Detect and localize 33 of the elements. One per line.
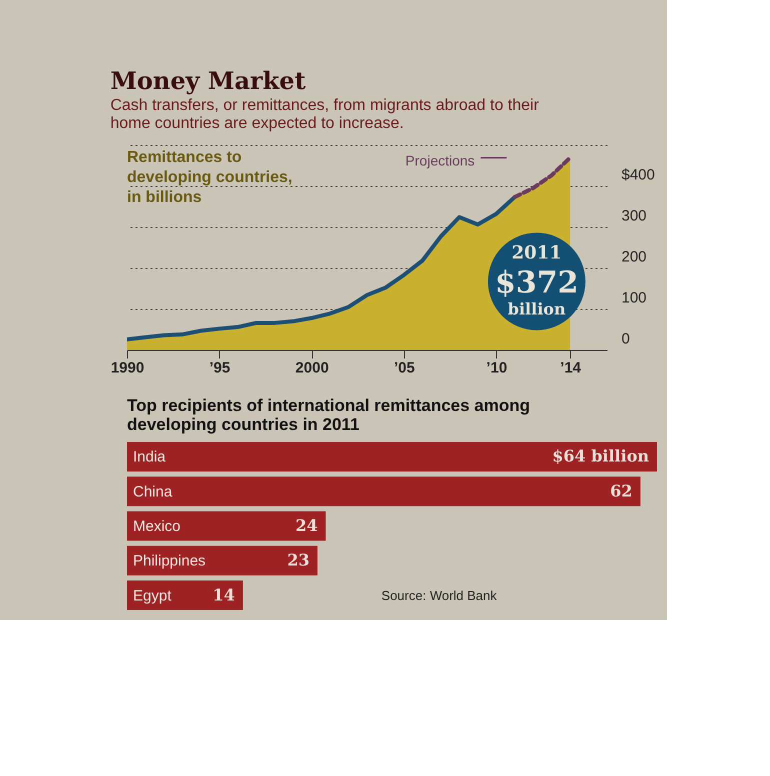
data-label: 62 [610, 481, 632, 500]
data-label: 14 [212, 585, 235, 604]
x-tick-label: ’95 [209, 360, 230, 376]
x-tick-label: ’05 [394, 360, 415, 376]
x-tick-label: ’14 [560, 360, 582, 376]
y-tick-label: 0 [622, 330, 630, 348]
y-tick-label: $400 [622, 166, 655, 184]
y-tick-label: 300 [622, 208, 647, 224]
bar [127, 442, 657, 472]
y-tick-label: 200 [622, 248, 647, 266]
y-tick-label: Mexico [133, 518, 181, 535]
y-tick-label: Egypt [133, 587, 172, 604]
chart-title: Top recipients of international remittances among developing countries in 2011 [127, 396, 530, 434]
data-label: 24 [295, 516, 318, 535]
bar [127, 511, 326, 541]
x-tick-label: 1990 [110, 360, 144, 376]
y-tick-label: India [133, 448, 166, 466]
annotation: 2011 $372 billion [494, 242, 578, 318]
y-axis-title: Remittances to developing countries, in billions [127, 149, 292, 206]
data-label: $64 billion [552, 446, 650, 466]
y-tick-label: Philippines [133, 552, 206, 570]
y-tick-label: 100 [622, 290, 647, 306]
annotation: Source: World Bank [381, 588, 498, 603]
bar [127, 476, 640, 506]
chart-subtitle: Cash transfers, or remittances, from migrants abroad to their home countries are expected to increase. [110, 97, 540, 132]
chart-title: Money Market [110, 66, 306, 95]
data-label: 23 [287, 550, 310, 570]
x-tick-label: ’10 [486, 360, 508, 376]
x-tick-label: 2000 [295, 360, 329, 376]
bar [127, 546, 318, 576]
legend-label: Projections [405, 152, 475, 169]
y-tick-label: China [133, 483, 173, 500]
bar [127, 580, 243, 610]
